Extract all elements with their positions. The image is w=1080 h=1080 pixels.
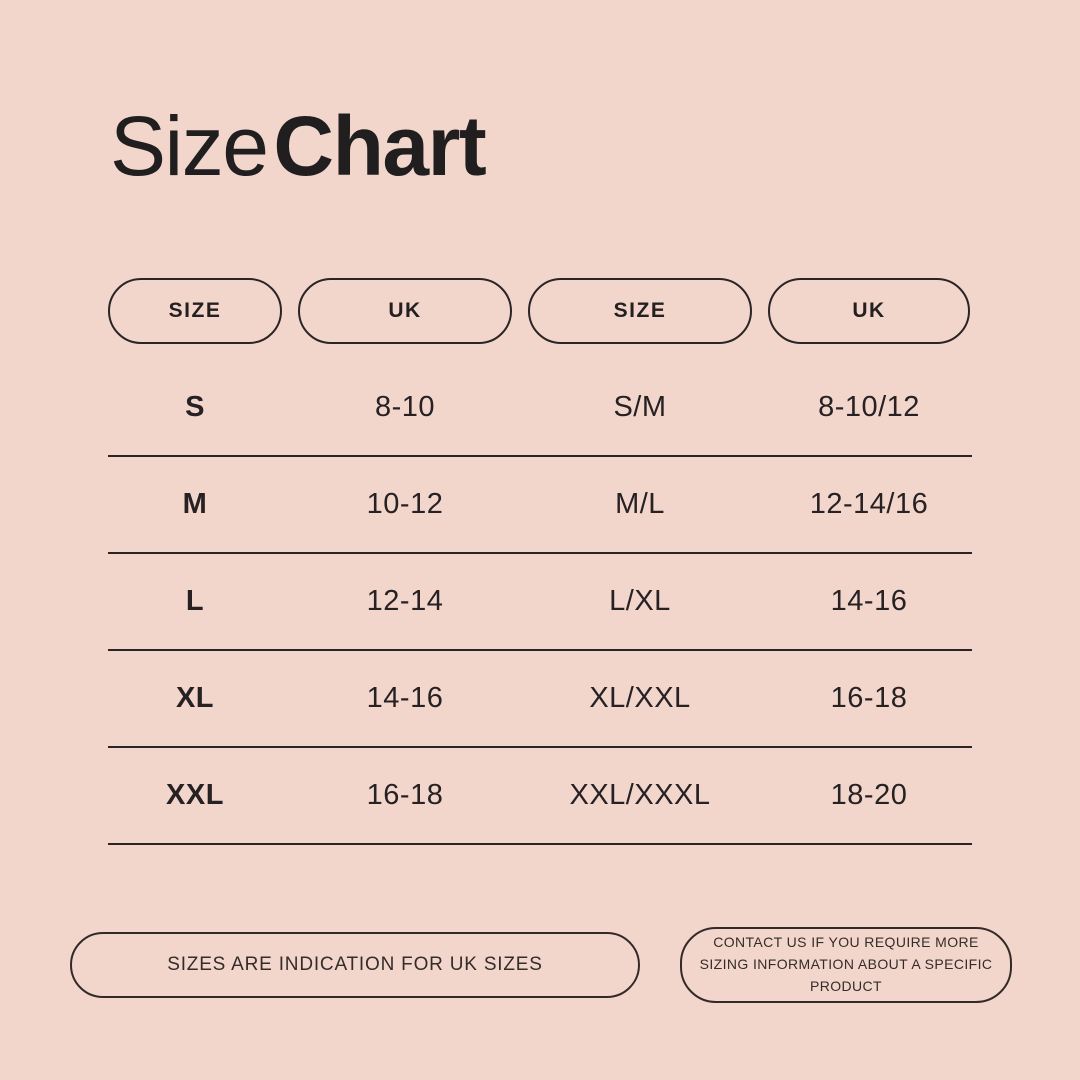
- column-header-pill-uk-2: UK: [768, 278, 970, 344]
- uk-value-cell: 16-18: [366, 779, 444, 811]
- uk-combo-value-cell: 12-14/16: [809, 488, 929, 520]
- size-chart-table: SIZE UK SIZE UK S 8-10 S/M 8-10/12 M 10-…: [108, 278, 972, 845]
- size-cell: L: [185, 585, 205, 617]
- table-row: M 10-12 M/L 12-14/16: [108, 457, 972, 554]
- size-combo-cell: S/M: [613, 391, 667, 423]
- uk-combo-value-cell: 14-16: [830, 585, 908, 617]
- column-header-pill-uk-1: UK: [298, 278, 512, 344]
- contact-note-text: CONTACT US IF YOU REQUIRE MORE SIZING IN…: [699, 934, 993, 994]
- uk-value-cell: 10-12: [366, 488, 444, 520]
- uk-combo-value-cell: 18-20: [830, 779, 908, 811]
- table-row: S 8-10 S/M 8-10/12: [108, 360, 972, 457]
- size-cell: XL: [175, 682, 215, 714]
- page-title-regular: Size: [110, 99, 269, 193]
- uk-value-cell: 14-16: [366, 682, 444, 714]
- size-combo-cell: XXL/XXXL: [569, 779, 711, 811]
- table-row: XXL 16-18 XXL/XXXL 18-20: [108, 748, 972, 845]
- page-title-bold: Chart: [273, 99, 486, 193]
- column-header-pill-size-2: SIZE: [528, 278, 752, 344]
- uk-combo-value-cell: 8-10/12: [818, 391, 920, 423]
- uk-combo-value-cell: 16-18: [830, 682, 908, 714]
- size-combo-cell: M/L: [615, 488, 665, 520]
- table-body: S 8-10 S/M 8-10/12 M 10-12 M/L 12-14/16 …: [108, 360, 972, 845]
- column-header-pill-size-1: SIZE: [108, 278, 282, 344]
- uk-value-cell: 8-10: [374, 391, 436, 423]
- page-title: SizeChart: [110, 99, 487, 193]
- table-row: XL 14-16 XL/XXL 16-18: [108, 651, 972, 748]
- table-header-row: SIZE UK SIZE UK: [108, 278, 972, 344]
- size-cell: S: [185, 391, 205, 423]
- table-row: L 12-14 L/XL 14-16: [108, 554, 972, 651]
- size-combo-cell: XL/XXL: [589, 682, 691, 714]
- uk-sizes-note-text: SIZES ARE INDICATION FOR UK SIZES: [167, 954, 543, 975]
- size-combo-cell: L/XL: [609, 585, 671, 617]
- size-cell: XXL: [166, 779, 224, 811]
- size-cell: M: [182, 488, 208, 520]
- contact-note-pill: CONTACT US IF YOU REQUIRE MORE SIZING IN…: [680, 927, 1012, 1003]
- uk-sizes-note-pill: SIZES ARE INDICATION FOR UK SIZES: [70, 932, 640, 998]
- uk-value-cell: 12-14: [366, 585, 444, 617]
